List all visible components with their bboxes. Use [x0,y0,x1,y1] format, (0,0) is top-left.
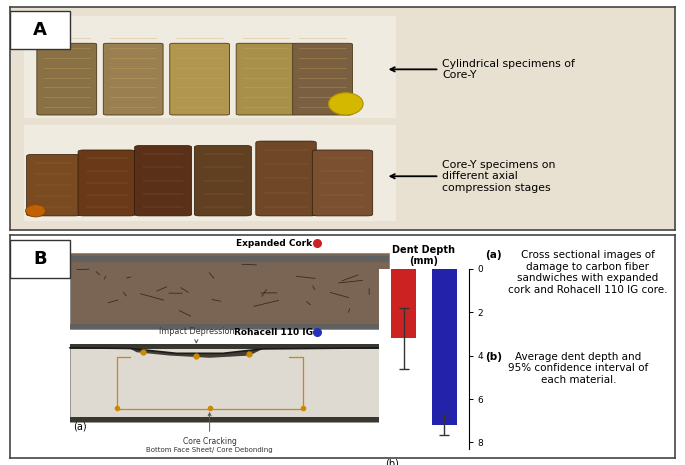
FancyBboxPatch shape [236,43,296,115]
FancyBboxPatch shape [70,324,389,329]
Text: Core-Y specimens on
different axial
compression stages: Core-Y specimens on different axial comp… [390,159,556,193]
FancyBboxPatch shape [70,344,389,349]
FancyBboxPatch shape [37,43,97,115]
Text: Cylindrical specimens of
Core-Y: Cylindrical specimens of Core-Y [390,59,575,80]
FancyBboxPatch shape [23,125,396,221]
Text: Expanded Cork: Expanded Cork [236,239,312,247]
FancyBboxPatch shape [23,16,396,119]
FancyBboxPatch shape [70,253,389,329]
Text: Average dent depth and
95% confidence interval of
each material.: Average dent depth and 95% confidence in… [508,352,649,385]
FancyBboxPatch shape [70,256,389,262]
FancyBboxPatch shape [134,146,192,216]
Text: Core Cracking: Core Cracking [183,413,236,446]
Text: Bottom Face Sheet/ Core Debonding: Bottom Face Sheet/ Core Debonding [147,447,273,453]
FancyBboxPatch shape [256,141,316,216]
Text: (a): (a) [73,421,87,431]
FancyBboxPatch shape [70,346,389,422]
Ellipse shape [329,93,363,115]
Text: A: A [34,21,47,40]
FancyBboxPatch shape [170,43,229,115]
Ellipse shape [25,205,45,217]
Text: (a): (a) [486,250,502,260]
Bar [432,269,456,425]
FancyBboxPatch shape [70,418,389,422]
Text: (b): (b) [486,352,502,362]
FancyBboxPatch shape [78,150,135,216]
Polygon shape [130,348,263,358]
FancyBboxPatch shape [27,154,80,216]
FancyBboxPatch shape [10,12,70,49]
Text: B: B [34,250,47,268]
FancyBboxPatch shape [195,146,251,216]
Title: Dent Depth
(mm): Dent Depth (mm) [393,245,456,266]
FancyBboxPatch shape [312,150,373,216]
FancyBboxPatch shape [292,43,353,115]
FancyBboxPatch shape [10,240,70,278]
Text: Cross sectional images of
damage to carbon fiber
sandwiches with expanded
cork a: Cross sectional images of damage to carb… [508,250,668,295]
Text: Impact Depression: Impact Depression [158,327,234,343]
FancyBboxPatch shape [103,43,163,115]
Bar [391,269,416,338]
Text: Rohacell 110 IG: Rohacell 110 IG [234,328,312,337]
Text: (b): (b) [386,458,399,465]
